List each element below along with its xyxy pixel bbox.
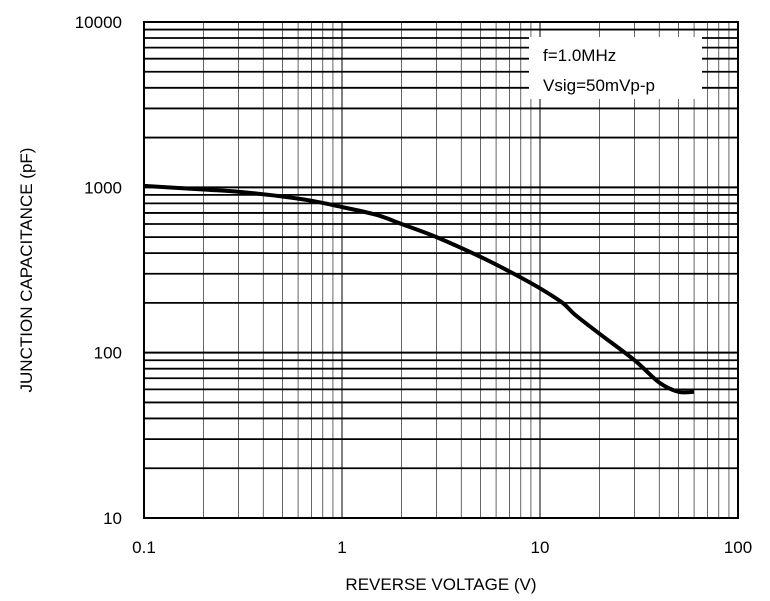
legend-frequency: f=1.0MHz — [543, 46, 616, 65]
x-tick-label: 0.1 — [132, 538, 156, 557]
capacitance-curve — [143, 183, 695, 395]
legend-box: f=1.0MHz Vsig=50mVp-p — [529, 37, 702, 99]
x-axis-title: REVERSE VOLTAGE (V) — [345, 575, 536, 594]
y-axis-title: JUNCTION CAPACITANCE (pF) — [17, 148, 36, 393]
x-tick-label: 10 — [531, 538, 550, 557]
y-tick-label: 10 — [103, 509, 122, 528]
legend-signal-voltage: Vsig=50mVp-p — [543, 76, 655, 95]
y-tick-label: 1000 — [84, 178, 122, 197]
x-tick-label: 1 — [337, 538, 346, 557]
plot-frame — [143, 21, 739, 519]
y-tick-label: 10000 — [75, 13, 122, 32]
y-tick-label: 100 — [94, 344, 122, 363]
series-layer — [143, 183, 695, 395]
tick-labels: 0.1 1 10 100 10 100 1000 10000 — [75, 13, 752, 557]
legend-background — [529, 37, 702, 99]
x-tick-label: 100 — [724, 538, 752, 557]
